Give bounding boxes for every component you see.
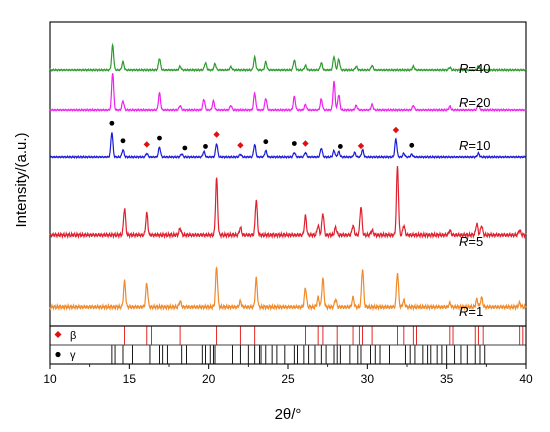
series-labels-layer: R=40 R=20 R=10 R=5 R=1 xyxy=(459,61,490,319)
x-tick-label: 25 xyxy=(281,372,295,386)
series-layer xyxy=(49,42,527,312)
x-tick-label: 20 xyxy=(202,372,216,386)
x-axis-title: 2θ/° xyxy=(275,406,302,423)
beta-legend-diamond-icon xyxy=(54,331,62,338)
series-line-r-10 xyxy=(49,132,527,160)
y-axis-title: Intensity/(a.u.) xyxy=(13,132,30,227)
series-line-r-20 xyxy=(49,73,527,113)
beta-marker-diamond xyxy=(392,126,400,134)
x-tick-label: 40 xyxy=(519,372,533,386)
x-tick-label: 35 xyxy=(440,372,454,386)
beta-marker-diamond xyxy=(302,140,309,147)
series-line-r-1 xyxy=(49,266,527,312)
gamma-marker-dot xyxy=(337,144,343,149)
gamma-marker-dot xyxy=(120,138,126,144)
gamma-legend-label: γ xyxy=(70,350,76,362)
series-label-r-20: R=20 xyxy=(459,95,490,110)
beta-marker-diamond xyxy=(237,142,244,149)
gamma-marker-dot xyxy=(409,142,415,148)
beta-marker-diamond xyxy=(213,131,220,138)
series-line-r-40 xyxy=(49,42,527,73)
series-line-r-5 xyxy=(49,166,527,240)
gamma-marker-dot xyxy=(263,139,269,145)
beta-legend-label: β xyxy=(70,330,76,342)
x-tick-label: 15 xyxy=(123,372,137,386)
gamma-marker-dot xyxy=(182,145,188,151)
gamma-marker-dot xyxy=(203,144,208,149)
gamma-marker-dot xyxy=(157,135,162,141)
gamma-marker-dot xyxy=(109,120,115,126)
x-tick-label: 30 xyxy=(361,372,375,386)
series-label-r-40: R=40 xyxy=(459,61,490,76)
beta-marker-diamond xyxy=(143,141,150,148)
series-label-r-1: R=1 xyxy=(459,304,483,319)
gamma-legend-dot-icon xyxy=(55,351,61,358)
marker-layer xyxy=(109,120,415,151)
series-label-r-10: R=10 xyxy=(459,138,490,153)
beta-marker-diamond xyxy=(357,142,365,150)
series-label-r-5: R=5 xyxy=(459,234,483,249)
x-ticks-layer: 10 15 20 25 30 35 40 xyxy=(43,364,533,386)
gamma-marker-dot xyxy=(291,141,297,146)
x-tick-label: 10 xyxy=(43,372,57,386)
reference-bars-layer xyxy=(111,326,524,364)
